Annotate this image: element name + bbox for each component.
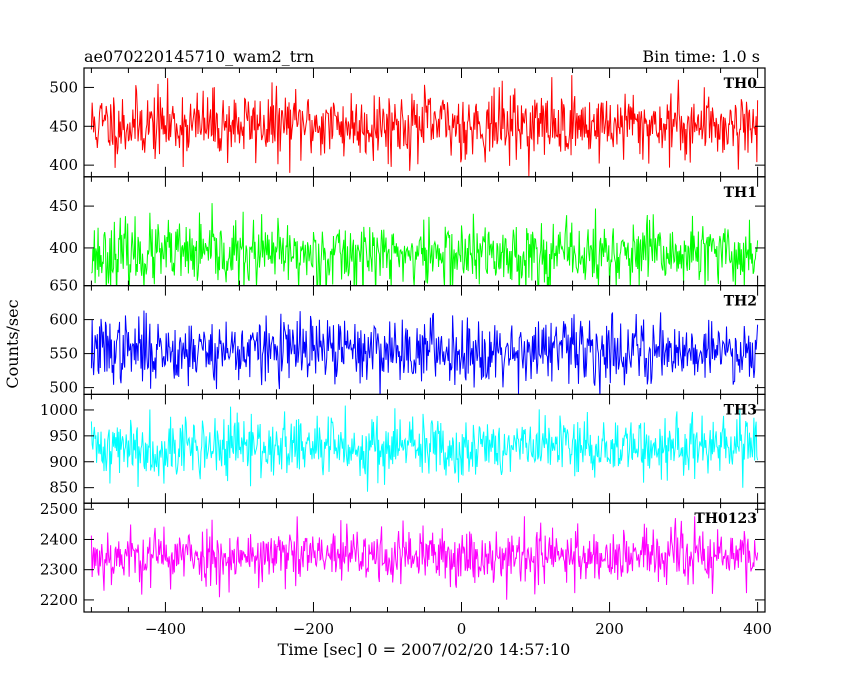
y-tick-label: 550 [49, 345, 78, 363]
bin-time-label: Bin time: 1.0 s [642, 47, 760, 66]
y-tick-label: 850 [49, 479, 78, 497]
panels-group: 400 450 500 TH0 400 450 TH1 500 550 600 650 TH2 850 9… [40, 67, 772, 638]
panel-label: TH2 [724, 294, 757, 310]
chart-title: ae070220145710_wam2_trn [84, 47, 314, 66]
y-tick-label: 600 [49, 311, 78, 329]
y-tick-label: 500 [49, 379, 78, 397]
x-tick-label: −200 [293, 620, 334, 638]
y-tick-label: 650 [49, 277, 78, 295]
y-tick-label: 950 [49, 427, 78, 445]
y-tick-label: 2200 [40, 591, 78, 609]
y-tick-label: 450 [49, 197, 78, 215]
x-tick-label: 0 [457, 620, 467, 638]
series-line-th2 [90, 310, 759, 395]
panel-label: TH0123 [694, 511, 757, 527]
y-axis-label: Counts/sec [3, 299, 22, 388]
y-tick-label: 400 [49, 156, 78, 174]
series-line-th3 [90, 405, 759, 492]
panel-th2: 500 550 600 650 TH2 [49, 277, 766, 397]
panel-th0: 400 450 500 TH0 [49, 67, 766, 178]
panel-th0123: 2200 2300 2400 2500 TH0123 [40, 500, 766, 613]
y-tick-label: 1000 [40, 401, 78, 419]
x-tick-label: 200 [595, 620, 624, 638]
panel-label: TH1 [724, 185, 757, 201]
y-tick-label: 2300 [40, 561, 78, 579]
y-tick-label: 2500 [40, 500, 78, 518]
y-tick-label: 400 [49, 239, 78, 257]
x-tick-label: −400 [145, 620, 186, 638]
y-tick-label: 2400 [40, 530, 78, 548]
panel-label: TH0 [724, 76, 758, 92]
series-line-th0123 [90, 516, 759, 600]
series-line-th1 [91, 203, 759, 286]
series-line-th0 [90, 75, 759, 177]
y-tick-label: 500 [49, 78, 78, 96]
y-tick-label: 450 [49, 117, 78, 135]
x-tick-label: 400 [743, 620, 772, 638]
panel-label: TH3 [724, 402, 757, 418]
x-axis-label: Time [sec] 0 = 2007/02/20 14:57:10 [278, 640, 571, 659]
y-tick-label: 900 [49, 453, 78, 471]
panel-th3: 850 900 950 1000 TH3 [40, 393, 766, 504]
